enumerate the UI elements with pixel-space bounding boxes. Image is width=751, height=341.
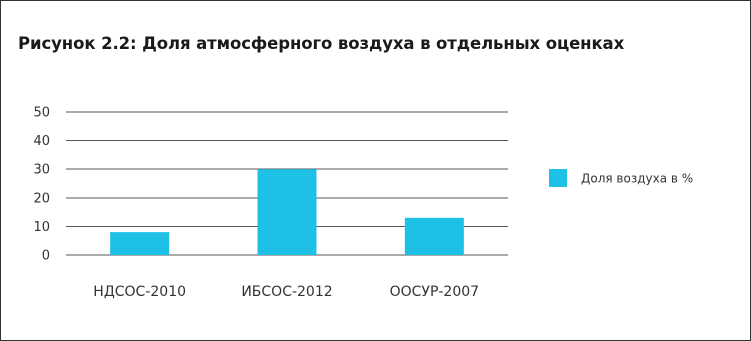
y-tick-label: 50 bbox=[33, 106, 50, 121]
y-tick-label: 20 bbox=[33, 191, 50, 206]
y-tick-label: 30 bbox=[33, 163, 50, 178]
x-axis-labels: НДСОС-2010 ИБСОС-2012 ООСУР-2007 bbox=[93, 284, 479, 300]
x-category-label: ИБСОС-2012 bbox=[241, 284, 332, 300]
bars bbox=[110, 169, 464, 255]
y-tick-label: 10 bbox=[33, 220, 50, 235]
y-tick-label: 0 bbox=[42, 249, 50, 264]
legend-label: Доля воздуха в % bbox=[581, 172, 693, 186]
y-axis-ticks: 0 10 20 30 40 50 bbox=[33, 106, 50, 264]
chart-title: Рисунок 2.2: Доля атмосферного воздуха в… bbox=[18, 34, 625, 53]
bar bbox=[257, 169, 317, 255]
legend: Доля воздуха в % bbox=[549, 169, 693, 187]
x-category-label: НДСОС-2010 bbox=[93, 284, 186, 300]
y-tick-label: 40 bbox=[33, 134, 50, 149]
legend-swatch bbox=[549, 169, 567, 187]
x-category-label: ООСУР-2007 bbox=[390, 284, 479, 300]
bar bbox=[110, 232, 170, 255]
bar bbox=[404, 217, 464, 255]
